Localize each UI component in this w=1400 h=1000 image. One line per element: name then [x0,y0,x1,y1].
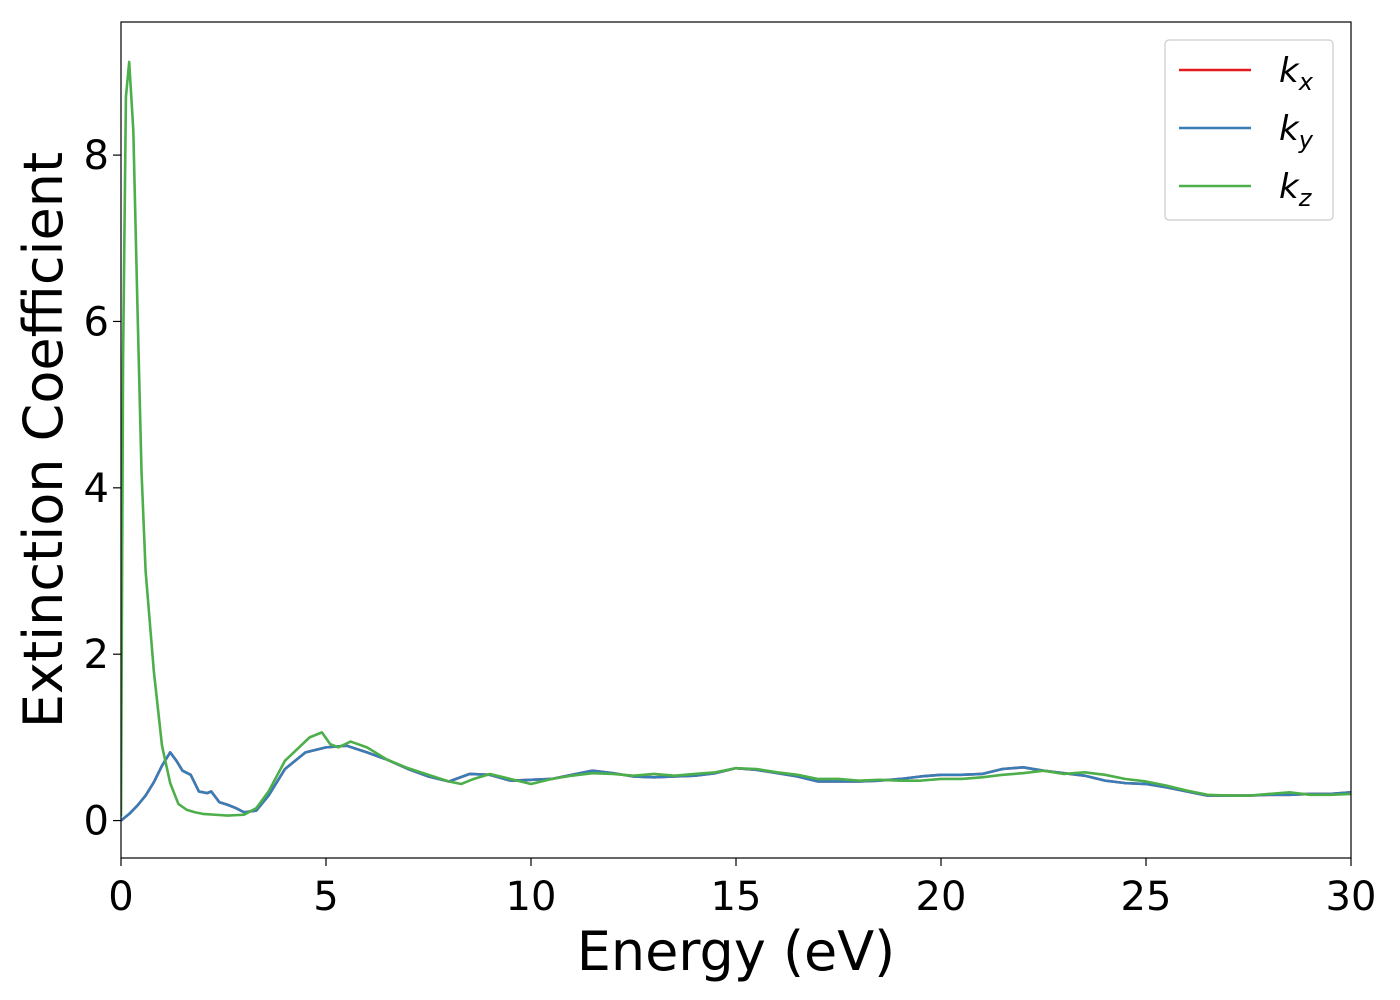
x-tick-label: 5 [313,874,338,920]
legend-label-base: k [1279,51,1300,91]
legend-box [1164,39,1334,221]
y-tick-label: 8 [84,133,109,179]
x-axis-ticks: 0 5 10 15 20 25 30 [108,858,1376,920]
y-axis-ticks: 0 2 4 6 8 [84,133,121,845]
legend-label: kz [1279,167,1313,212]
x-tick-label: 15 [711,874,762,920]
legend-label-subscript: y [1298,126,1314,154]
series-line-kz [121,60,1351,817]
y-axis-label: Extinction Coefficient [12,152,75,728]
legend-label-subscript: x [1298,68,1314,96]
x-tick-label: 20 [916,874,967,920]
x-axis-label: Energy (eV) [577,920,896,983]
legend-label: kx [1279,51,1314,96]
x-tick-label: 30 [1326,874,1377,920]
y-tick-label: 0 [84,799,109,845]
legend-label-base: k [1279,167,1300,207]
legend-label-base: k [1279,109,1300,149]
x-tick-label: 0 [108,874,133,920]
y-tick-label: 2 [84,632,109,678]
y-tick-label: 6 [84,299,109,345]
plot-area [121,60,1351,822]
legend-label: ky [1279,109,1314,154]
y-tick-label: 4 [84,466,109,512]
legend-label-subscript: z [1298,184,1313,212]
x-tick-label: 10 [506,874,557,920]
x-tick-label: 25 [1121,874,1172,920]
